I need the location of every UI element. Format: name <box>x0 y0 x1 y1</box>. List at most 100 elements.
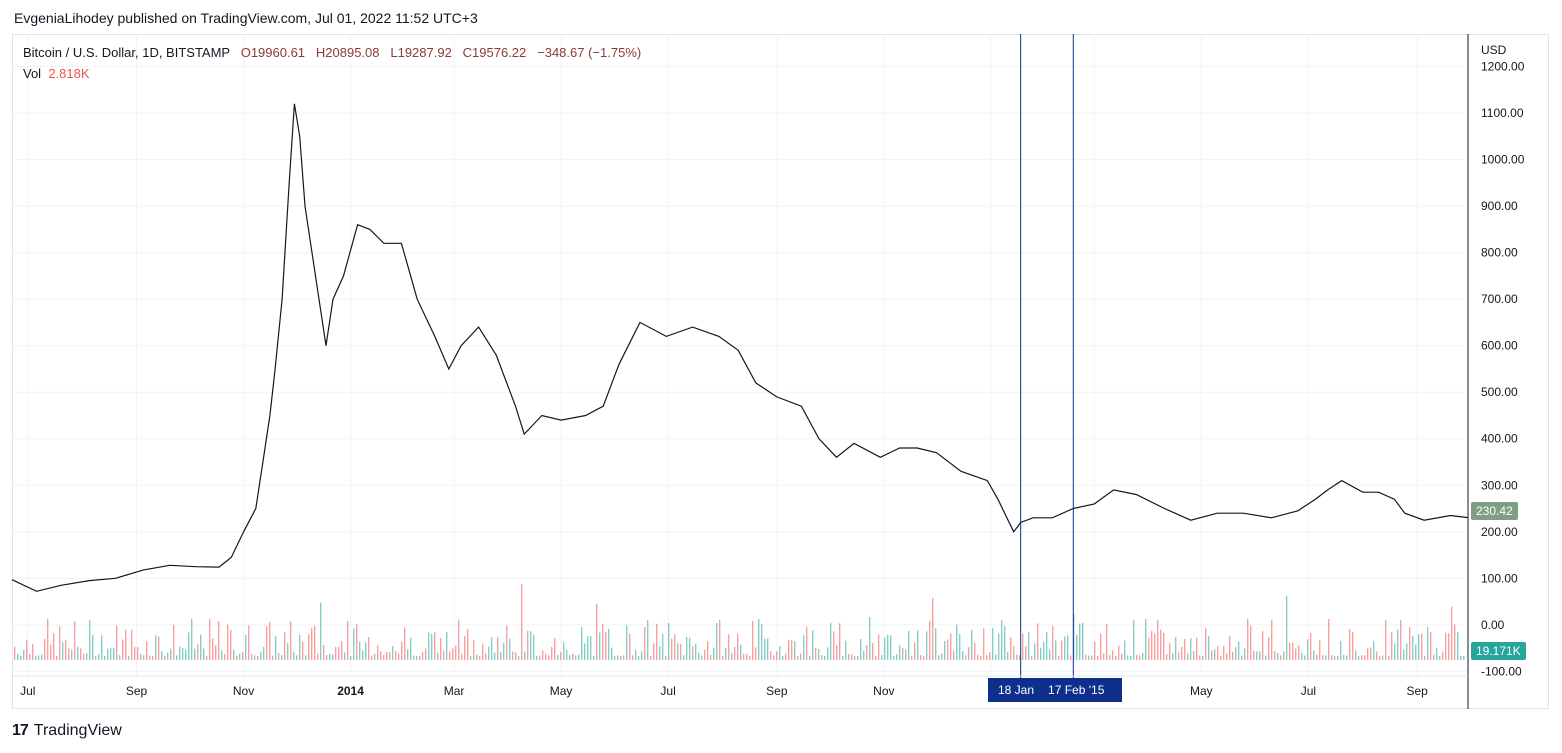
volume-bar <box>17 653 19 660</box>
volume-bar <box>815 647 817 660</box>
y-tick-label: 200.00 <box>1481 525 1518 539</box>
x-tick-label: Jul <box>1301 684 1316 698</box>
volume-bar <box>1307 639 1309 660</box>
volume-bar <box>1358 655 1360 660</box>
volume-bar <box>1055 640 1057 660</box>
volume-bar <box>377 645 379 660</box>
volume-bar <box>1070 655 1072 660</box>
y-tick-label: 300.00 <box>1481 478 1518 492</box>
volume-bar <box>1151 630 1153 660</box>
volume-bar <box>596 603 598 660</box>
y-tick-label: 1200.00 <box>1481 60 1525 74</box>
volume-bar <box>1037 623 1039 660</box>
volume-bar <box>881 654 883 660</box>
volume-bar <box>974 642 976 660</box>
volume-bar <box>599 632 601 660</box>
volume-bar <box>125 629 127 660</box>
volume-bar <box>953 650 955 660</box>
volume-bar <box>104 655 106 660</box>
volume-bar <box>62 642 64 660</box>
volume-bar <box>1430 632 1432 660</box>
volume-bar <box>278 653 280 660</box>
volume-bar <box>260 651 262 660</box>
volume-bar <box>290 620 292 660</box>
volume-bar <box>1232 651 1234 660</box>
volume-bar <box>1220 655 1222 660</box>
volume-bar <box>482 643 484 660</box>
volume-bar <box>215 645 217 660</box>
volume-bar <box>188 632 190 660</box>
volume-bar <box>518 655 520 660</box>
volume-bar <box>743 653 745 660</box>
volume-bar <box>1133 620 1135 660</box>
date-markers <box>1020 34 1074 678</box>
volume-bar <box>806 626 808 660</box>
volume-bar <box>773 655 775 660</box>
x-tick-label: Nov <box>233 684 254 698</box>
volume-bar <box>248 625 250 660</box>
volume-bar <box>575 655 577 660</box>
volume-bar <box>707 641 709 660</box>
volume-bar <box>1346 655 1348 660</box>
x-tick-label: 2014 <box>337 684 364 698</box>
volume-bar <box>1172 653 1174 660</box>
volume-bar <box>236 655 238 660</box>
volume-bar <box>1223 646 1225 660</box>
volume-bar <box>608 628 610 660</box>
volume-bar <box>923 655 925 660</box>
volume-bar <box>50 644 52 660</box>
volume-bar <box>530 631 532 660</box>
volume-bar <box>1106 624 1108 660</box>
volume-bar <box>1439 655 1441 660</box>
volume-bar <box>1433 654 1435 660</box>
volume-bar <box>944 640 946 660</box>
volume-bar <box>257 655 259 660</box>
volume-bar <box>698 652 700 660</box>
volume-bar <box>80 648 82 660</box>
volume-bar <box>422 652 424 660</box>
volume-bar <box>809 655 811 660</box>
last-price-badge: 230.42 <box>1471 502 1518 520</box>
volume-bar <box>272 655 274 660</box>
volume-bar <box>1004 626 1006 660</box>
volume-bar <box>194 648 196 660</box>
volume-bar <box>740 644 742 660</box>
volume-bar <box>1121 653 1123 660</box>
volume-bar <box>1322 655 1324 660</box>
volume-bar <box>1214 649 1216 660</box>
volume-bar <box>1169 643 1171 660</box>
footer-brand[interactable]: 17 TradingView <box>12 722 122 740</box>
volume-bar <box>1139 655 1141 660</box>
volume-bar <box>158 636 160 660</box>
volume-bar <box>668 623 670 660</box>
volume-bar <box>191 618 193 660</box>
volume-bar <box>1331 655 1333 660</box>
y-tick-label: -100.00 <box>1481 664 1522 678</box>
volume-bar <box>425 648 427 660</box>
volume-bar <box>605 631 607 660</box>
volume-bar <box>704 649 706 660</box>
volume-bar <box>20 655 22 660</box>
volume-bar <box>1340 640 1342 660</box>
volume-bar <box>428 632 430 660</box>
volume-bar <box>947 639 949 660</box>
volume-bar <box>1025 645 1027 660</box>
volume-bar <box>1325 655 1327 660</box>
x-tick-label: May <box>1190 684 1213 698</box>
volume-bar <box>476 654 478 660</box>
volume-bar <box>1409 626 1411 660</box>
tradingview-brand-text: TradingView <box>33 722 122 739</box>
volume-bar <box>899 645 901 660</box>
volume-bar <box>1088 655 1090 660</box>
volume-bar <box>1148 637 1150 660</box>
volume-bar <box>1031 655 1033 660</box>
volume-bar <box>299 635 301 660</box>
volume-bar <box>1094 641 1096 660</box>
volume-bar <box>776 651 778 660</box>
volume-bar <box>1166 654 1168 660</box>
volume-bar <box>548 655 550 660</box>
volume-bar <box>161 651 163 660</box>
volume-bar <box>917 630 919 660</box>
volume-bar <box>1217 646 1219 660</box>
